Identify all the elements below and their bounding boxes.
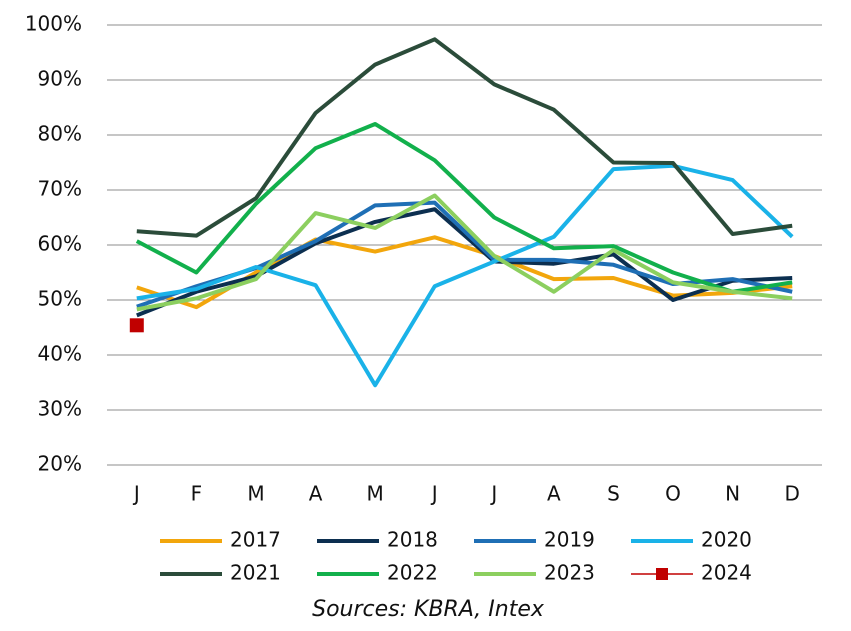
series-marker [129,318,144,333]
x-tick-label: D [785,482,800,506]
x-tick-label: A [547,482,561,506]
source-note: Sources: KBRA, Intex [312,597,545,622]
series-line [136,200,793,309]
series-line [136,193,793,312]
series-line [135,122,793,294]
x-tick-label: F [191,482,203,506]
y-tick-label: 50% [38,287,82,311]
y-tick-label: 20% [38,452,82,476]
legend-label: 2018 [387,528,438,552]
y-tick-label: 80% [38,122,82,146]
x-tick-label: O [665,482,681,506]
y-tick-label: 70% [38,177,82,201]
x-tick-label: J [430,482,438,506]
x-tick-label: A [309,482,323,506]
x-tick-label: S [607,482,620,506]
legend-label: 2019 [544,528,595,552]
legend-label: 2023 [544,561,595,585]
y-tick-label: 60% [38,232,82,256]
y-tick-label: 90% [38,67,82,91]
legend-label: 2024 [701,561,752,585]
x-tick-label: M [366,482,383,506]
y-tick-label: 100% [25,12,82,36]
legend-marker [656,568,668,580]
series-line [136,207,793,318]
legend-label: 2021 [230,561,281,585]
legend-label: 2017 [230,528,281,552]
y-tick-label: 30% [38,397,82,421]
y-tick-label: 40% [38,342,82,366]
x-tick-label: M [247,482,264,506]
legend-label: 2020 [701,528,752,552]
x-tick-label: N [725,482,740,506]
x-tick-label: J [132,482,140,506]
series-line [136,163,794,388]
x-tick-label: J [489,482,497,506]
series-line [136,37,793,238]
legend-label: 2022 [387,561,438,585]
